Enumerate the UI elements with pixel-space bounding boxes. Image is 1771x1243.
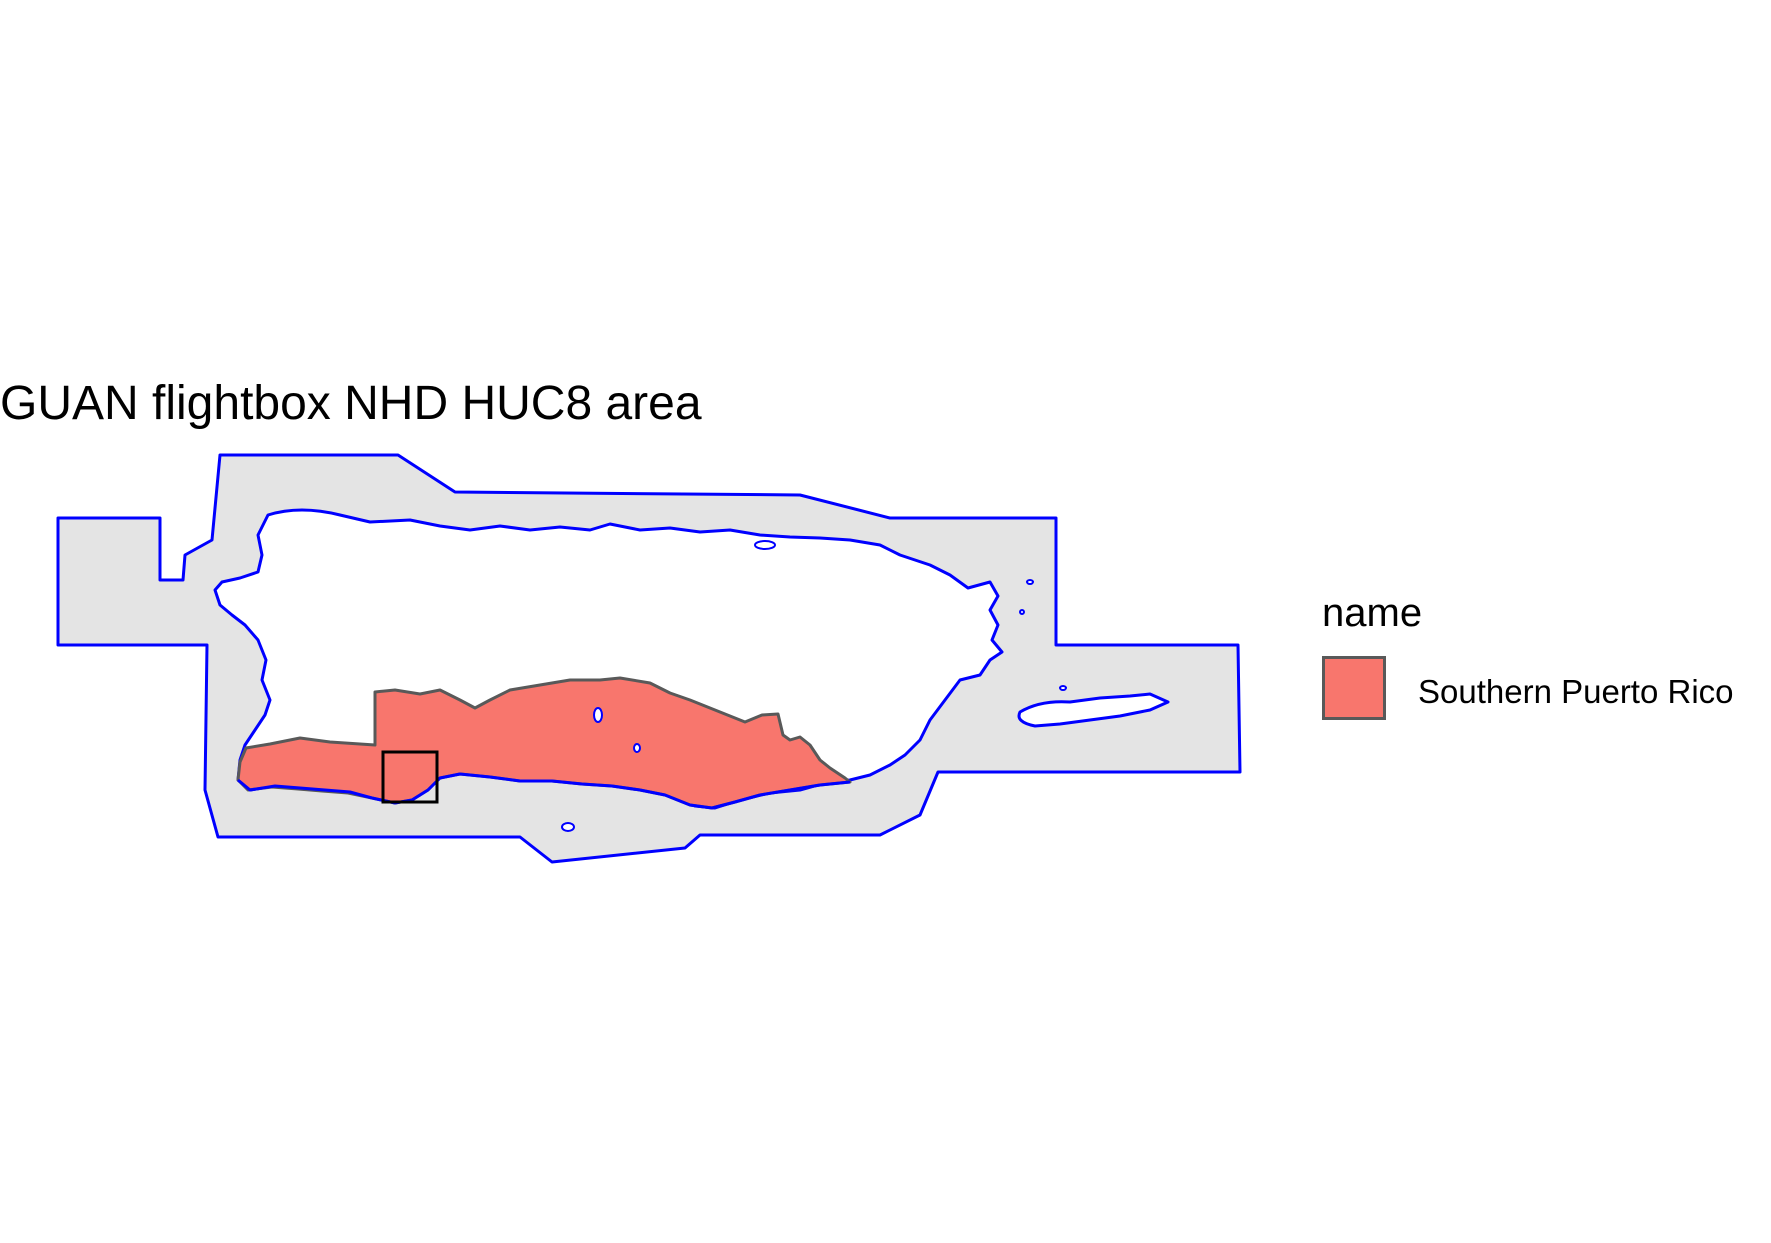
legend-label: Southern Puerto Rico — [1418, 673, 1734, 710]
cay-feature — [561, 822, 575, 832]
reservoir-feature — [593, 707, 603, 723]
reservoir-feature — [633, 743, 641, 753]
legend-title: name — [1322, 591, 1423, 635]
vieques-island — [1017, 692, 1170, 728]
legend-swatch — [1322, 656, 1386, 720]
cay-feature — [1019, 609, 1025, 615]
cay-feature — [1026, 579, 1034, 585]
focus-box — [381, 750, 439, 804]
cay-feature — [754, 540, 776, 550]
map-title: GUAN flightbox NHD HUC8 area — [0, 377, 702, 430]
southern-coastline — [237, 772, 851, 810]
cay-feature — [1059, 685, 1067, 691]
